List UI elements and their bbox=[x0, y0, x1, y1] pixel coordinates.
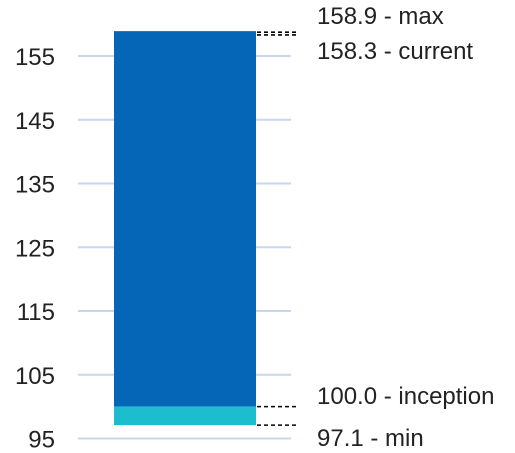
annotation-label: 158.3 - current bbox=[317, 38, 473, 65]
annotation-label: 97.1 - min bbox=[317, 425, 424, 452]
y-tick-label: 155 bbox=[15, 44, 55, 71]
bar-drawdown bbox=[114, 406, 256, 426]
annotations: 158.9 - max 158.3 - current 100.0 - incept… bbox=[257, 3, 494, 452]
bar-growth bbox=[114, 31, 256, 407]
annotation-label: 100.0 - inception bbox=[317, 383, 494, 410]
y-tick-label: 125 bbox=[15, 235, 55, 262]
y-tick-label: 105 bbox=[15, 363, 55, 390]
annotation-label: 158.9 - max bbox=[317, 3, 444, 30]
y-tick-label: 115 bbox=[17, 299, 55, 326]
y-axis-ticks: 95 105 115 125 135 145 155 bbox=[15, 44, 55, 453]
y-tick-label: 145 bbox=[15, 108, 55, 135]
y-tick-label: 135 bbox=[15, 172, 55, 199]
y-tick-label: 95 bbox=[28, 427, 55, 453]
bars bbox=[114, 31, 256, 426]
